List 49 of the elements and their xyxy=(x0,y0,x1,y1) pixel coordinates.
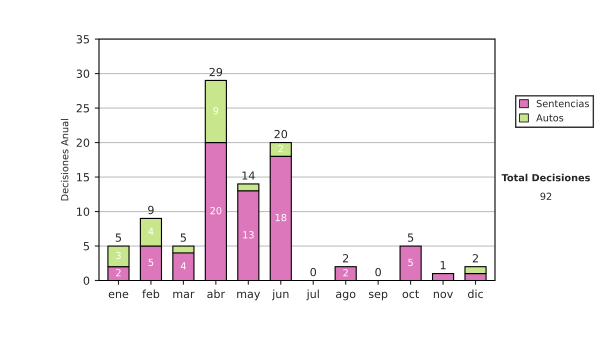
y-tick-label: 15 xyxy=(77,173,89,182)
y-axis-title: Decisiones Anual xyxy=(60,119,68,200)
y-tick-label: 25 xyxy=(76,104,89,112)
x-tick-label: feb xyxy=(142,290,160,298)
total-label: 0 xyxy=(375,268,381,276)
x-tick-label: oct xyxy=(402,290,419,298)
x-tick-label: dic xyxy=(468,290,483,298)
y-tick-label: 10 xyxy=(77,208,90,216)
data-label: 9 xyxy=(213,106,218,114)
y-tick-label: 20 xyxy=(76,138,90,147)
data-label: 4 xyxy=(180,262,186,270)
x-tick-label: abr xyxy=(207,290,226,298)
x-tick-label: may xyxy=(237,292,260,300)
data-label: 4 xyxy=(148,228,154,235)
x-tick-label: jun xyxy=(272,290,288,300)
data-label: 5 xyxy=(408,258,413,266)
total-label: 5 xyxy=(180,234,186,242)
data-label: 3 xyxy=(116,252,121,260)
x-tick-label: ene xyxy=(108,292,128,298)
data-label: 20 xyxy=(210,206,222,214)
total-label: 5 xyxy=(116,234,122,242)
y-tick-label: 35 xyxy=(76,35,89,44)
total-label: 0 xyxy=(310,268,316,276)
data-label: 13 xyxy=(243,231,254,238)
total-label: 2 xyxy=(472,254,478,262)
y-tick-label: 30 xyxy=(76,70,90,78)
legend-label: Sentencias xyxy=(536,100,589,108)
total-label: 14 xyxy=(242,171,255,180)
data-label: 2 xyxy=(278,144,283,152)
data-label: 2 xyxy=(343,269,348,276)
legend-label: Autos xyxy=(536,114,564,122)
total-label: 1 xyxy=(440,261,446,270)
x-tick-label: ago xyxy=(336,292,356,300)
text: 92 xyxy=(540,192,552,200)
x-tick-label: mar xyxy=(173,292,194,298)
x-tick-label: jul xyxy=(306,290,319,300)
x-tick-label: sep xyxy=(368,292,388,300)
data-label: 18 xyxy=(276,214,286,222)
x-tick-label: nov xyxy=(434,292,453,298)
y-tick-label: 0 xyxy=(84,276,90,285)
data-label: 5 xyxy=(148,258,154,266)
total-label: 5 xyxy=(408,234,414,242)
total-label: 29 xyxy=(210,68,222,76)
y-tick-label: 5 xyxy=(84,242,89,250)
data-label: 2 xyxy=(116,269,121,276)
total-label: 9 xyxy=(148,206,154,214)
total-label: 20 xyxy=(274,130,288,138)
total-label: 2 xyxy=(342,254,348,262)
text: Total Decisiones xyxy=(502,174,590,182)
